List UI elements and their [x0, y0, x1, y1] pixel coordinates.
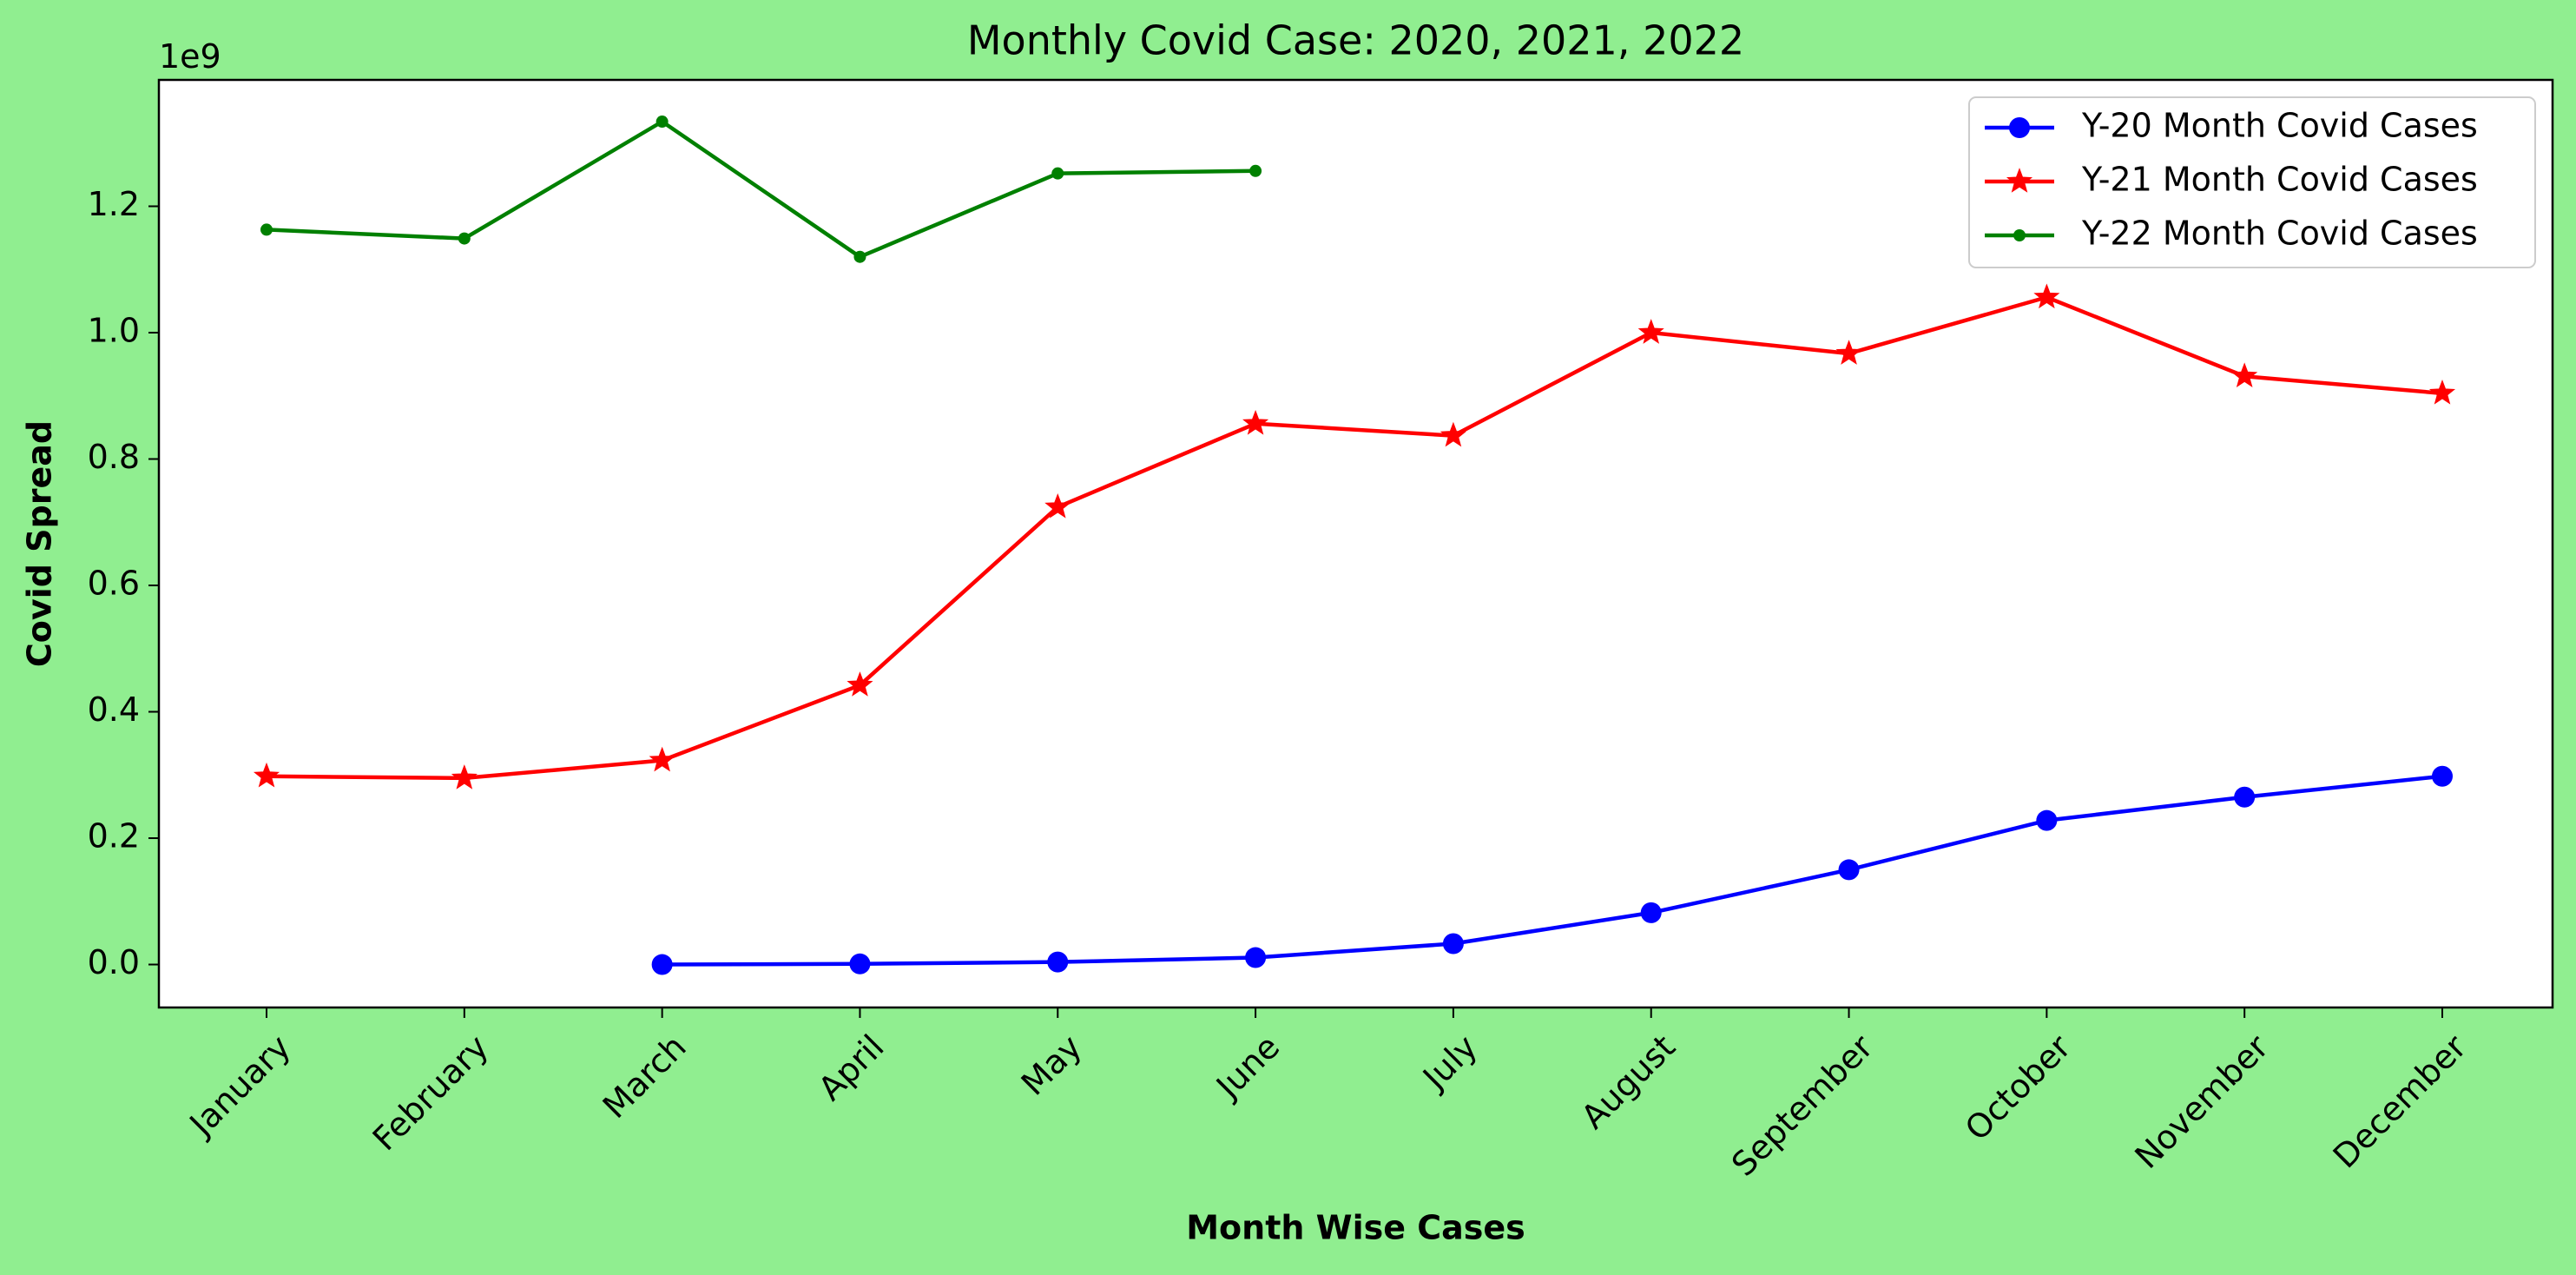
- x-axis-label: Month Wise Cases: [1186, 1209, 1525, 1247]
- legend-item: Y-20 Month Covid Cases: [1985, 107, 2478, 145]
- data-point: [260, 223, 273, 236]
- data-point: [1044, 492, 1071, 519]
- data-point: [458, 232, 471, 245]
- data-point: [1838, 859, 1860, 881]
- data-point: [253, 762, 280, 788]
- series-2: [253, 283, 2456, 789]
- series-1: [651, 765, 2453, 975]
- legend-marker: [2013, 229, 2026, 241]
- legend-marker: [2009, 117, 2030, 138]
- data-point: [2428, 380, 2456, 405]
- data-point: [1442, 933, 1464, 955]
- series-3: [260, 116, 1262, 263]
- x-tick-label: October: [1958, 1027, 2079, 1148]
- data-point: [1440, 421, 1466, 447]
- y-tick-label: 0.0: [88, 943, 140, 981]
- data-point: [649, 746, 675, 772]
- data-point: [1051, 167, 1064, 180]
- data-point: [849, 953, 871, 974]
- data-point: [2231, 362, 2258, 388]
- y-tick-label: 1.2: [88, 185, 140, 223]
- x-tick-label: December: [2326, 1027, 2474, 1176]
- y-axis-offset-label: 1e9: [159, 37, 221, 76]
- x-axis-ticks: January February March April May June July Augu…: [181, 1007, 2474, 1184]
- data-point: [2033, 283, 2060, 309]
- data-point: [2432, 765, 2453, 787]
- x-tick-label: May: [1014, 1027, 1090, 1103]
- data-point: [1245, 947, 1267, 968]
- legend-label: Y-20 Month Covid Cases: [2081, 107, 2478, 145]
- data-point: [2234, 786, 2256, 808]
- y-axis-ticks: 0.0 0.2 0.4 0.6 0.8 1.0 1.2: [88, 185, 159, 981]
- data-point: [2036, 809, 2058, 831]
- data-point: [1637, 319, 1664, 344]
- legend: Y-20 Month Covid Cases Y-21 Month Covid C…: [1968, 96, 2536, 268]
- chart-title: Monthly Covid Case: 2020, 2021, 2022: [967, 17, 1744, 64]
- data-point: [1835, 340, 1862, 365]
- data-point: [1640, 902, 1662, 923]
- series-line: [660, 774, 2445, 967]
- data-point: [853, 250, 866, 263]
- x-tick-label: September: [1724, 1027, 1881, 1184]
- series-layer: [253, 116, 2456, 975]
- series-line: [264, 295, 2445, 781]
- data-point: [651, 954, 673, 975]
- x-tick-label: November: [2127, 1027, 2276, 1176]
- x-tick-label: April: [811, 1027, 892, 1108]
- data-point: [1047, 951, 1069, 973]
- legend-item: Y-21 Month Covid Cases: [1985, 161, 2478, 199]
- y-tick-label: 0.6: [88, 565, 140, 603]
- series-line: [264, 119, 1258, 259]
- data-point: [1249, 164, 1262, 177]
- x-tick-label: January: [181, 1027, 298, 1144]
- y-axis-label: Covid Spread: [21, 420, 59, 667]
- y-tick-label: 0.4: [88, 690, 140, 729]
- legend-label: Y-21 Month Covid Cases: [2081, 161, 2478, 199]
- x-tick-label: March: [596, 1027, 694, 1126]
- legend-label: Y-22 Month Covid Cases: [2081, 215, 2478, 253]
- y-tick-label: 0.2: [88, 817, 140, 856]
- x-tick-label: July: [1414, 1027, 1485, 1098]
- data-point: [451, 764, 478, 789]
- legend-box: [1968, 96, 2536, 268]
- plot-frame: [157, 78, 2554, 1009]
- data-point: [656, 116, 669, 129]
- legend-marker: [2006, 168, 2033, 193]
- x-tick-label: August: [1574, 1027, 1683, 1136]
- data-point: [1242, 409, 1269, 435]
- data-point: [847, 671, 873, 697]
- legend-item: Y-22 Month Covid Cases: [1985, 215, 2478, 253]
- x-tick-label: February: [366, 1027, 496, 1158]
- y-tick-label: 0.8: [88, 438, 140, 476]
- x-tick-label: June: [1208, 1027, 1287, 1107]
- y-tick-label: 1.0: [88, 312, 140, 350]
